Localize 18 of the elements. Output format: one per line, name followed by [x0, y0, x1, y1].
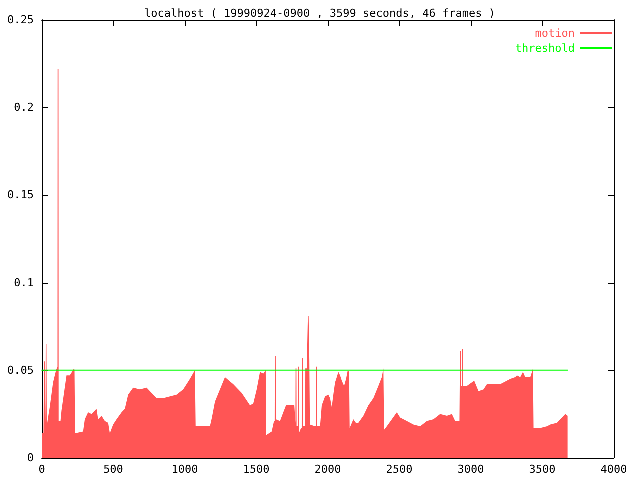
y-tick-label: 0.2: [14, 101, 34, 114]
x-tick-label: 2000: [314, 463, 342, 476]
y-tick-label: 0.15: [8, 188, 34, 202]
chart-title: localhost ( 19990924-0900 , 3599 seconds, 46 frames ): [144, 7, 496, 20]
x-tick-label: 0: [38, 463, 46, 476]
legend-label: motion: [535, 27, 575, 40]
y-tick-label: 0: [27, 452, 34, 464]
x-tick-label: 500: [104, 463, 124, 476]
y-tick-label: 0.25: [8, 14, 34, 26]
x-tick-label: 2500: [386, 463, 413, 476]
y-tick-label: 0.1: [14, 276, 34, 290]
y-tick-label: 0.05: [8, 364, 34, 377]
x-tick-label: 3000: [458, 463, 484, 476]
legend-label: threshold: [515, 42, 575, 55]
x-tick-label: 4000: [600, 463, 628, 476]
x-tick-label: 1000: [172, 463, 198, 476]
x-tick-label: 3500: [529, 463, 556, 476]
x-tick-label: 1500: [243, 463, 270, 476]
